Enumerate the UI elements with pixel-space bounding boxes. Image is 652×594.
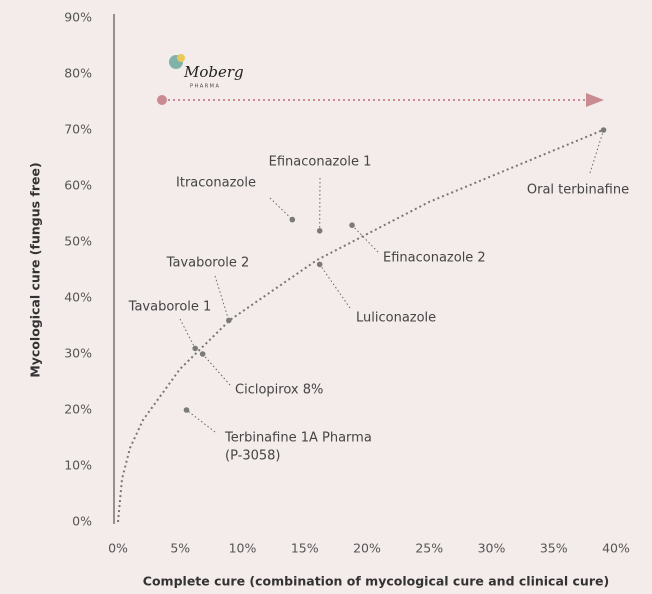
arrow bbox=[157, 93, 604, 107]
logo-icon-dot bbox=[177, 54, 185, 62]
point bbox=[199, 351, 206, 357]
point-label: Ciclopirox 8% bbox=[235, 383, 323, 398]
leader-line bbox=[269, 197, 293, 220]
y-tick-label: 10% bbox=[64, 458, 92, 473]
y-tick-label: 20% bbox=[64, 402, 92, 417]
y-tick-label: 0% bbox=[72, 514, 92, 529]
point-label: Tavaborole 1 bbox=[128, 300, 212, 315]
point bbox=[183, 407, 190, 413]
x-axis-title: Complete cure (combination of mycologica… bbox=[143, 574, 609, 589]
point-label: (P-3058) bbox=[225, 449, 280, 464]
y-tick-label: 60% bbox=[64, 178, 92, 193]
x-tick-label: 5% bbox=[170, 541, 190, 556]
point-label: Oral terbinafine bbox=[527, 183, 629, 198]
x-tick-label: 30% bbox=[478, 541, 506, 556]
point bbox=[192, 345, 198, 352]
y-tick-label: 80% bbox=[64, 66, 92, 81]
y-tick-label: 50% bbox=[64, 234, 92, 249]
point bbox=[316, 261, 323, 268]
logo: Moberg PHARMA bbox=[169, 54, 244, 90]
y-axis-title: Mycological cure (fungus free) bbox=[28, 162, 43, 377]
arrow-head bbox=[586, 93, 604, 107]
x-tick-label: 0% bbox=[108, 541, 128, 556]
leader-line bbox=[319, 264, 351, 309]
y-tick-label: 30% bbox=[64, 346, 92, 361]
point-label: Luliconazole bbox=[356, 311, 436, 326]
x-tick-label: 40% bbox=[602, 541, 630, 556]
y-tick-label: 90% bbox=[64, 10, 92, 25]
point-label: Efinaconazole 2 bbox=[383, 251, 486, 266]
leader-line bbox=[179, 318, 196, 349]
point bbox=[289, 216, 296, 223]
y-tick-label: 70% bbox=[64, 122, 92, 137]
x-tick-label: 20% bbox=[353, 541, 381, 556]
x-tick-label: 25% bbox=[415, 541, 443, 556]
x-tick-label: 15% bbox=[291, 541, 319, 556]
x-tick-label: 35% bbox=[540, 541, 568, 556]
point-label: Itraconazole bbox=[176, 176, 256, 191]
x-tick-label: 10% bbox=[229, 541, 257, 556]
logo-name: Moberg bbox=[183, 63, 244, 81]
point bbox=[316, 228, 323, 234]
point bbox=[600, 127, 607, 133]
point bbox=[349, 222, 355, 228]
point-label: Terbinafine 1A Pharma bbox=[224, 431, 372, 446]
logo-subtitle: PHARMA bbox=[190, 84, 220, 90]
point-label: Efinaconazole 1 bbox=[269, 155, 372, 170]
arrow-start bbox=[157, 95, 167, 105]
y-tick-label: 40% bbox=[64, 290, 92, 305]
leader-line bbox=[202, 353, 231, 386]
point bbox=[226, 317, 232, 324]
point-label: Tavaborole 2 bbox=[166, 256, 250, 271]
